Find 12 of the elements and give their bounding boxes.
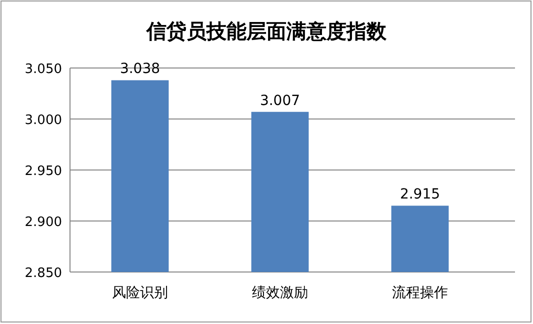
y-tick-label: 3.000 — [24, 113, 62, 128]
data-label: 2.915 — [400, 186, 440, 203]
x-tick-label: 绩效激励 — [252, 285, 308, 301]
y-tick-label: 3.050 — [24, 62, 62, 77]
x-tick-label: 流程操作 — [392, 285, 448, 301]
y-tick-label: 2.900 — [24, 215, 62, 230]
data-label: 3.007 — [260, 92, 300, 109]
chart-title: 信贷员技能层面满意度指数 — [146, 19, 388, 43]
x-tick-label: 风险识别 — [112, 285, 168, 301]
data-label: 3.038 — [120, 61, 160, 78]
y-tick-label: 2.850 — [24, 266, 62, 281]
y-tick-label: 2.950 — [24, 164, 62, 179]
